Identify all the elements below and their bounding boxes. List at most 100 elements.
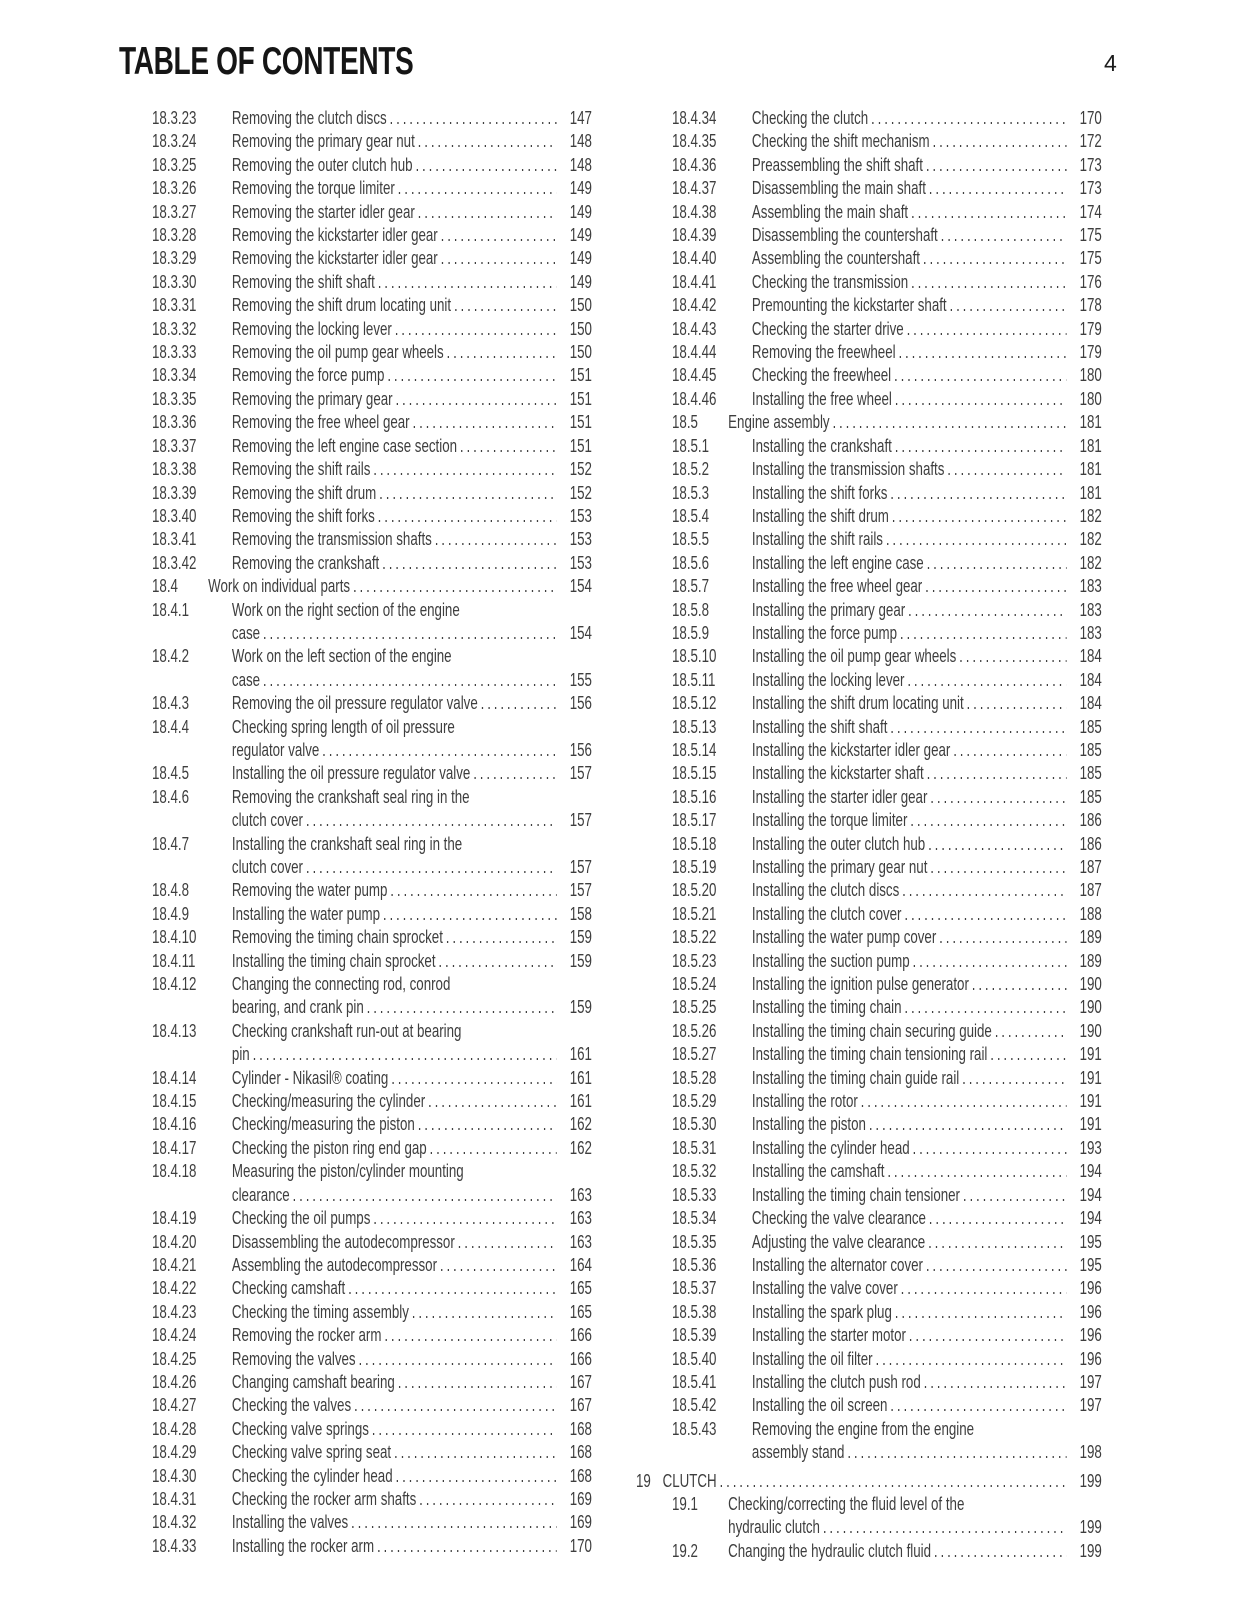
dot-leader [481,691,557,714]
toc-entry-body: Installing the clutch cover 188 [752,902,1102,925]
toc-entry-number: 18.5.33 [672,1183,717,1205]
dot-leader [928,832,1066,855]
toc-entry: 18.3.34 Removing the force pump 151 [116,363,592,386]
toc-entry-title: Installing the timing chain tensioner [751,1183,960,1205]
toc-entry-number: 18.5.30 [672,1113,717,1135]
toc-entry-number: 18.5.11 [672,668,716,690]
toc-entry-last-line: Installing the valve cover 196 [752,1276,1102,1299]
toc-entry-number: 18.5.12 [672,692,717,714]
toc-entry-title: Installing the kickstarter idler gear [751,738,951,760]
toc-entry: 18.3.26 Removing the torque limiter 149 [116,176,592,199]
toc-entry-page: 185 [1079,715,1102,737]
toc-entry-body: Installing the torque limiter 186 [752,808,1102,831]
toc-entry-page: 151 [569,434,592,456]
toc-entry-body: Installing the water pump 158 [232,902,592,925]
dot-leader [907,668,1066,691]
toc-entry: 18.4.15 Checking/measuring the cylinder 16… [116,1089,592,1112]
toc-entry-body: Checking the rocker arm shafts 169 [232,1487,592,1510]
toc-entry-page: 149 [569,270,592,292]
toc-entry-last-line: clutch cover 157 [232,855,592,878]
toc-entry-body: Installing the timing chain 190 [752,995,1102,1018]
toc-entry-last-line: Installing the force pump 183 [752,621,1102,644]
dot-leader [927,761,1067,784]
toc-entry: 18.4.39 Disassembling the countershaft 175 [636,223,1102,246]
toc-entry-title: Removing the water pump [231,879,388,901]
toc-entry-number: 18.5.38 [672,1300,717,1322]
toc-entry: 18.5.43 Removing the engine from the engi… [636,1417,1102,1464]
toc-entry: 18.4 Work on individual parts 154 [116,574,592,597]
dot-leader [871,106,1067,129]
toc-entry-last-line: Removing the kickstarter idler gear 149 [232,223,592,246]
toc-entry-number: 18.4.21 [152,1253,197,1275]
toc-entry-number: 18.5.18 [672,832,717,854]
toc-entry-last-line: Disassembling the main shaft 173 [752,176,1102,199]
toc-entry: 18.4.32 Installing the valves 169 [116,1510,592,1533]
toc-entry-line: Removing the engine from the engine [751,1417,975,1439]
toc-entry-last-line: Removing the oil pump gear wheels 150 [232,340,592,363]
toc-entry-last-line: Installing the locking lever 184 [752,668,1102,691]
toc-entry-page: 155 [569,668,592,690]
toc-entry: 18.4.31 Checking the rocker arm shafts 169 [116,1487,592,1510]
toc-entry-page: 162 [569,1136,592,1158]
toc-entry-last-line: Installing the suction pump 189 [752,949,1102,972]
toc-entry-body: Checking the oil pumps 163 [232,1206,592,1229]
toc-entry-body: Removing the outer clutch hub 148 [232,153,592,176]
toc-entry-title: Installing the shift shaft [751,715,888,737]
toc-entry-page: 184 [1079,645,1102,667]
toc-entry-last-line: Installing the torque limiter 186 [752,808,1102,831]
toc-entry-page: 188 [1079,902,1102,924]
toc-entry-number: 18.5.29 [672,1090,717,1112]
dot-leader [382,551,556,574]
toc-entry-page: 154 [569,621,592,643]
toc-entry-last-line: Installing the oil screen 197 [752,1393,1102,1416]
toc-entry-last-line: Installing the clutch discs 187 [752,878,1102,901]
toc-entry-page: 185 [1079,785,1102,807]
toc-entry: 18.5.32 Installing the camshaft 194 [636,1159,1102,1182]
toc-entry-last-line: Installing the shift drum 182 [752,504,1102,527]
toc-entry-body: Engine assembly 181 [728,410,1102,433]
toc-entry: 18.4.41 Checking the transmission 176 [636,270,1102,293]
dot-leader [263,621,557,644]
toc-entry-page: 196 [1079,1324,1102,1346]
toc-entry: 18.3.32 Removing the locking lever 150 [116,317,592,340]
dot-leader [911,270,1067,293]
toc-entry-body: Removing the primary gear nut 148 [232,129,592,152]
toc-entry-page: 151 [569,411,592,433]
toc-entry-title: Work on individual parts [208,575,351,597]
dot-leader [895,387,1067,410]
toc-entry: 18.4.9 Installing the water pump 158 [116,902,592,925]
toc-entry: 18.3.40 Removing the shift forks 153 [116,504,592,527]
toc-entry: 18.3.31 Removing the shift drum locating … [116,293,592,316]
toc-entry-title: Installing the valves [231,1511,349,1533]
toc-entry-body: Installing the crankshaft seal ring in t… [232,832,592,879]
toc-entry: 18.4.17 Checking the piston ring end gap 1… [116,1136,592,1159]
toc-entry-body: Installing the clutch discs 187 [752,878,1102,901]
dot-leader [910,808,1066,831]
toc-entry-body: Installing the timing chain sprocket 159 [232,949,592,972]
toc-entry-title: Installing the shift drum locating unit [751,692,964,714]
dot-leader [418,1112,557,1135]
toc-entry: 18.4.30 Checking the cylinder head 168 [116,1464,592,1487]
toc-entry-body: Checking the shift mechanism 172 [752,129,1102,152]
toc-entry-page: 150 [569,294,592,316]
toc-entry-title: Installing the alternator cover [751,1253,923,1275]
toc-entry-page: 149 [569,200,592,222]
toc-entry-last-line: Removing the free wheel gear 151 [232,410,592,433]
toc-entry-title: Installing the timing chain sprocket [231,949,436,971]
toc-entry-body: Installing the locking lever 184 [752,668,1102,691]
toc-entry: 18.4.2 Work on the left section of the en… [116,644,592,691]
toc-entry: 18.3.27 Removing the starter idler gear 14… [116,200,592,223]
toc-entry-last-line: Installing the timing chain tensioning r… [752,1042,1102,1065]
toc-entry: 18.4.12 Changing the connecting rod, conr… [116,972,592,1019]
toc-entry-number: 19 [636,1469,651,1491]
toc-entry-title: hydraulic clutch [728,1516,820,1538]
toc-entry-page: 185 [1079,738,1102,760]
toc-entry-number: 19.1 [672,1492,698,1514]
toc-entry-body: CLUTCH 199 [663,1469,1102,1492]
dot-leader [925,574,1066,597]
toc-entry-last-line: Premounting the kickstarter shaft 178 [752,293,1102,316]
toc-entry-number: 18.5.25 [672,996,717,1018]
toc-entry-number: 18.5.32 [672,1160,717,1182]
toc-entry-number: 18.5.35 [672,1230,717,1252]
toc-entry-last-line: Checking valve springs 168 [232,1417,592,1440]
